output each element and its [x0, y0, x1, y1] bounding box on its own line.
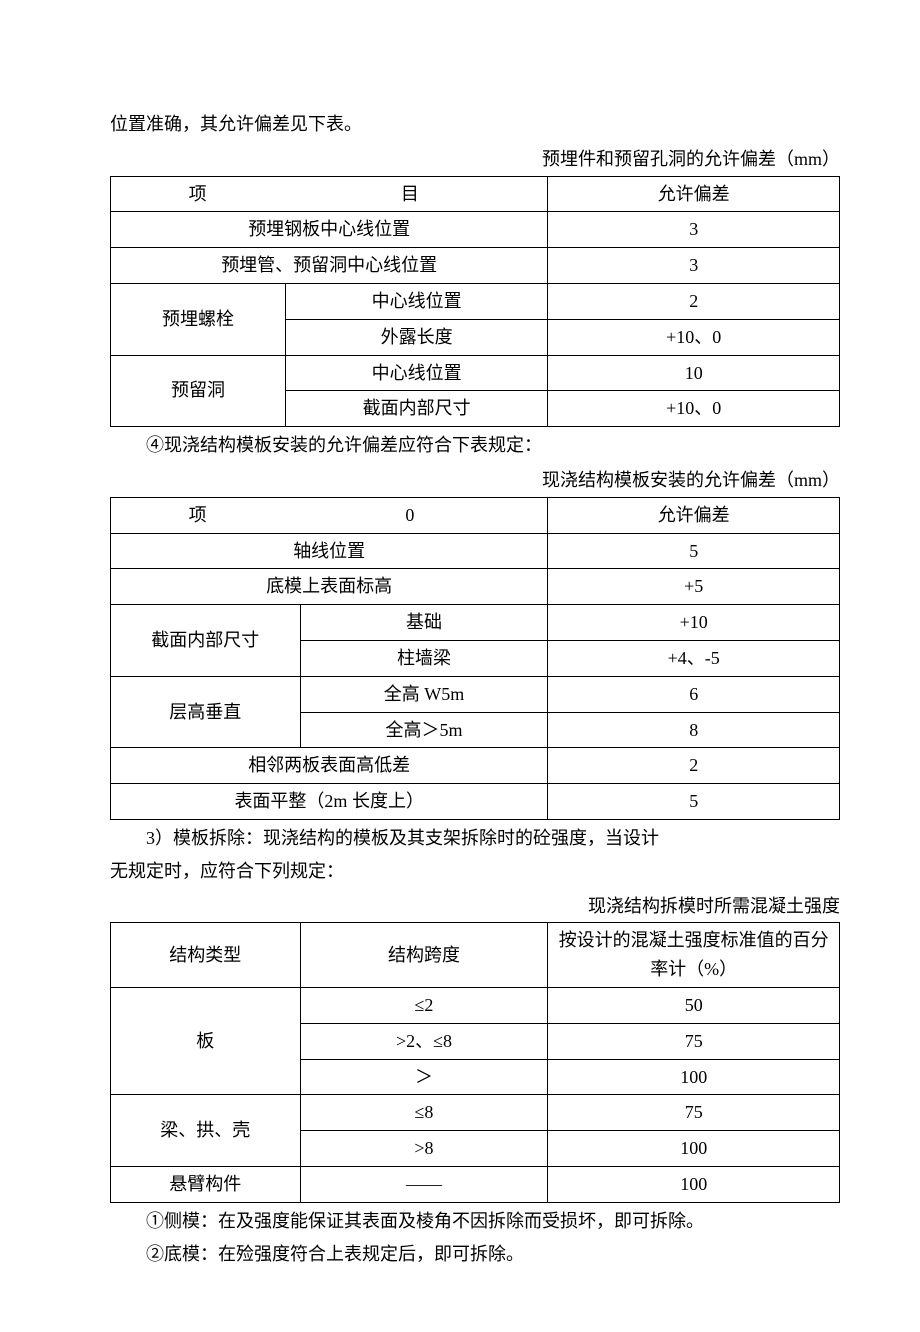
hdr-l1: 项	[117, 501, 278, 530]
table-row: 梁、拱、壳 ≤8 75	[111, 1095, 840, 1131]
cell-sub: 全高＞5m	[300, 712, 548, 748]
cell-group: 截面内部尺寸	[111, 605, 301, 677]
table3: 结构类型 结构跨度 按设计的混凝土强度标准值的百分率计（%） 板 ≤2 50 >…	[110, 922, 840, 1202]
cell-value: 2	[548, 283, 840, 319]
table2-caption: 现浇结构模板安装的允许偏差（mm）	[110, 466, 840, 495]
table-row: 结构类型 结构跨度 按设计的混凝土强度标准值的百分率计（%）	[111, 923, 840, 988]
table3-header-b: 结构跨度	[300, 923, 548, 988]
cell-b: ≤2	[300, 987, 548, 1023]
mid-text-1: ④现浇结构模板安装的允许偏差应符合下表规定：	[110, 431, 840, 460]
cell-b: ＞	[300, 1059, 548, 1095]
cell-group: 预留洞	[111, 355, 286, 427]
cell-label: 预埋管、预留洞中心线位置	[111, 248, 548, 284]
cell-value: +5	[548, 569, 840, 605]
cell-b: >8	[300, 1131, 548, 1167]
cell-value: +10、0	[548, 391, 840, 427]
cell-label: 表面平整（2m 长度上）	[111, 784, 548, 820]
cell-group: 预埋螺栓	[111, 283, 286, 355]
hdr-l1: 项	[117, 180, 278, 209]
cell-b: ——	[300, 1166, 548, 1202]
table3-header-a: 结构类型	[111, 923, 301, 988]
table-row: 轴线位置 5	[111, 533, 840, 569]
cell-value: 3	[548, 248, 840, 284]
cell-sub: 截面内部尺寸	[285, 391, 547, 427]
table-row: 预埋管、预留洞中心线位置 3	[111, 248, 840, 284]
table-row: 悬臂构件 —— 100	[111, 1166, 840, 1202]
intro-text: 位置准确，其允许偏差见下表。	[110, 110, 840, 139]
cell-c: 50	[548, 987, 840, 1023]
cell-b: >2、≤8	[300, 1023, 548, 1059]
table-row: 表面平整（2m 长度上） 5	[111, 784, 840, 820]
table-row: 项 目 允许偏差	[111, 176, 840, 212]
cell-b: ≤8	[300, 1095, 548, 1131]
cell-value: 3	[548, 212, 840, 248]
table2-header-left: 项 0	[111, 497, 548, 533]
table-row: 预留洞 中心线位置 10	[111, 355, 840, 391]
table3-header-c: 按设计的混凝土强度标准值的百分率计（%）	[548, 923, 840, 988]
table-row: 底模上表面标高 +5	[111, 569, 840, 605]
cell-sub: 柱墙梁	[300, 640, 548, 676]
cell-value: 10	[548, 355, 840, 391]
cell-value: +10	[548, 605, 840, 641]
cell-sub: 全高 W5m	[300, 676, 548, 712]
table-row: 层高垂直 全高 W5m 6	[111, 676, 840, 712]
table-row: 项 0 允许偏差	[111, 497, 840, 533]
hdr-l2: 目	[278, 180, 541, 209]
table-row: 预埋螺栓 中心线位置 2	[111, 283, 840, 319]
table-row: 相邻两板表面高低差 2	[111, 748, 840, 784]
cell-group: 板	[111, 987, 301, 1094]
cell-value: 5	[548, 784, 840, 820]
table1: 项 目 允许偏差 预埋钢板中心线位置 3 预埋管、预留洞中心线位置 3 预埋螺栓…	[110, 176, 840, 428]
table1-caption: 预埋件和预留孔洞的允许偏差（mm）	[110, 145, 840, 174]
table1-header-right: 允许偏差	[548, 176, 840, 212]
cell-value: 5	[548, 533, 840, 569]
cell-label: 预埋钢板中心线位置	[111, 212, 548, 248]
footer-text-2: ②底模：在殓强度符合上表规定后，即可拆除。	[110, 1240, 840, 1269]
table-row: 板 ≤2 50	[111, 987, 840, 1023]
table3-caption: 现浇结构拆模时所需混凝土强度	[110, 892, 840, 921]
cell-sub: 基础	[300, 605, 548, 641]
mid-text-2a: 3）模板拆除：现浇结构的模板及其支架拆除时的砼强度，当设计	[110, 824, 840, 853]
cell-value: +4、-5	[548, 640, 840, 676]
cell-sub: 外露长度	[285, 319, 547, 355]
cell-c: 100	[548, 1131, 840, 1167]
cell-sub: 中心线位置	[285, 283, 547, 319]
cell-value: 6	[548, 676, 840, 712]
cell-label: 轴线位置	[111, 533, 548, 569]
table2: 项 0 允许偏差 轴线位置 5 底模上表面标高 +5 截面内部尺寸 基础 +10…	[110, 497, 840, 820]
cell-group: 悬臂构件	[111, 1166, 301, 1202]
cell-c: 100	[548, 1059, 840, 1095]
hdr-l2: 0	[278, 501, 541, 530]
cell-c: 75	[548, 1023, 840, 1059]
table-row: 预埋钢板中心线位置 3	[111, 212, 840, 248]
table1-header-left: 项 目	[111, 176, 548, 212]
table2-header-right: 允许偏差	[548, 497, 840, 533]
cell-group: 梁、拱、壳	[111, 1095, 301, 1167]
cell-value: 8	[548, 712, 840, 748]
cell-c: 75	[548, 1095, 840, 1131]
mid-text-2b: 无规定时，应符合下列规定：	[110, 857, 840, 886]
cell-c: 100	[548, 1166, 840, 1202]
cell-value: +10、0	[548, 319, 840, 355]
footer-text-1: ①侧模：在及强度能保证其表面及棱角不因拆除而受损坏，即可拆除。	[110, 1207, 840, 1236]
cell-value: 2	[548, 748, 840, 784]
table-row: 截面内部尺寸 基础 +10	[111, 605, 840, 641]
cell-sub: 中心线位置	[285, 355, 547, 391]
cell-label: 底模上表面标高	[111, 569, 548, 605]
cell-group: 层高垂直	[111, 676, 301, 748]
cell-label: 相邻两板表面高低差	[111, 748, 548, 784]
